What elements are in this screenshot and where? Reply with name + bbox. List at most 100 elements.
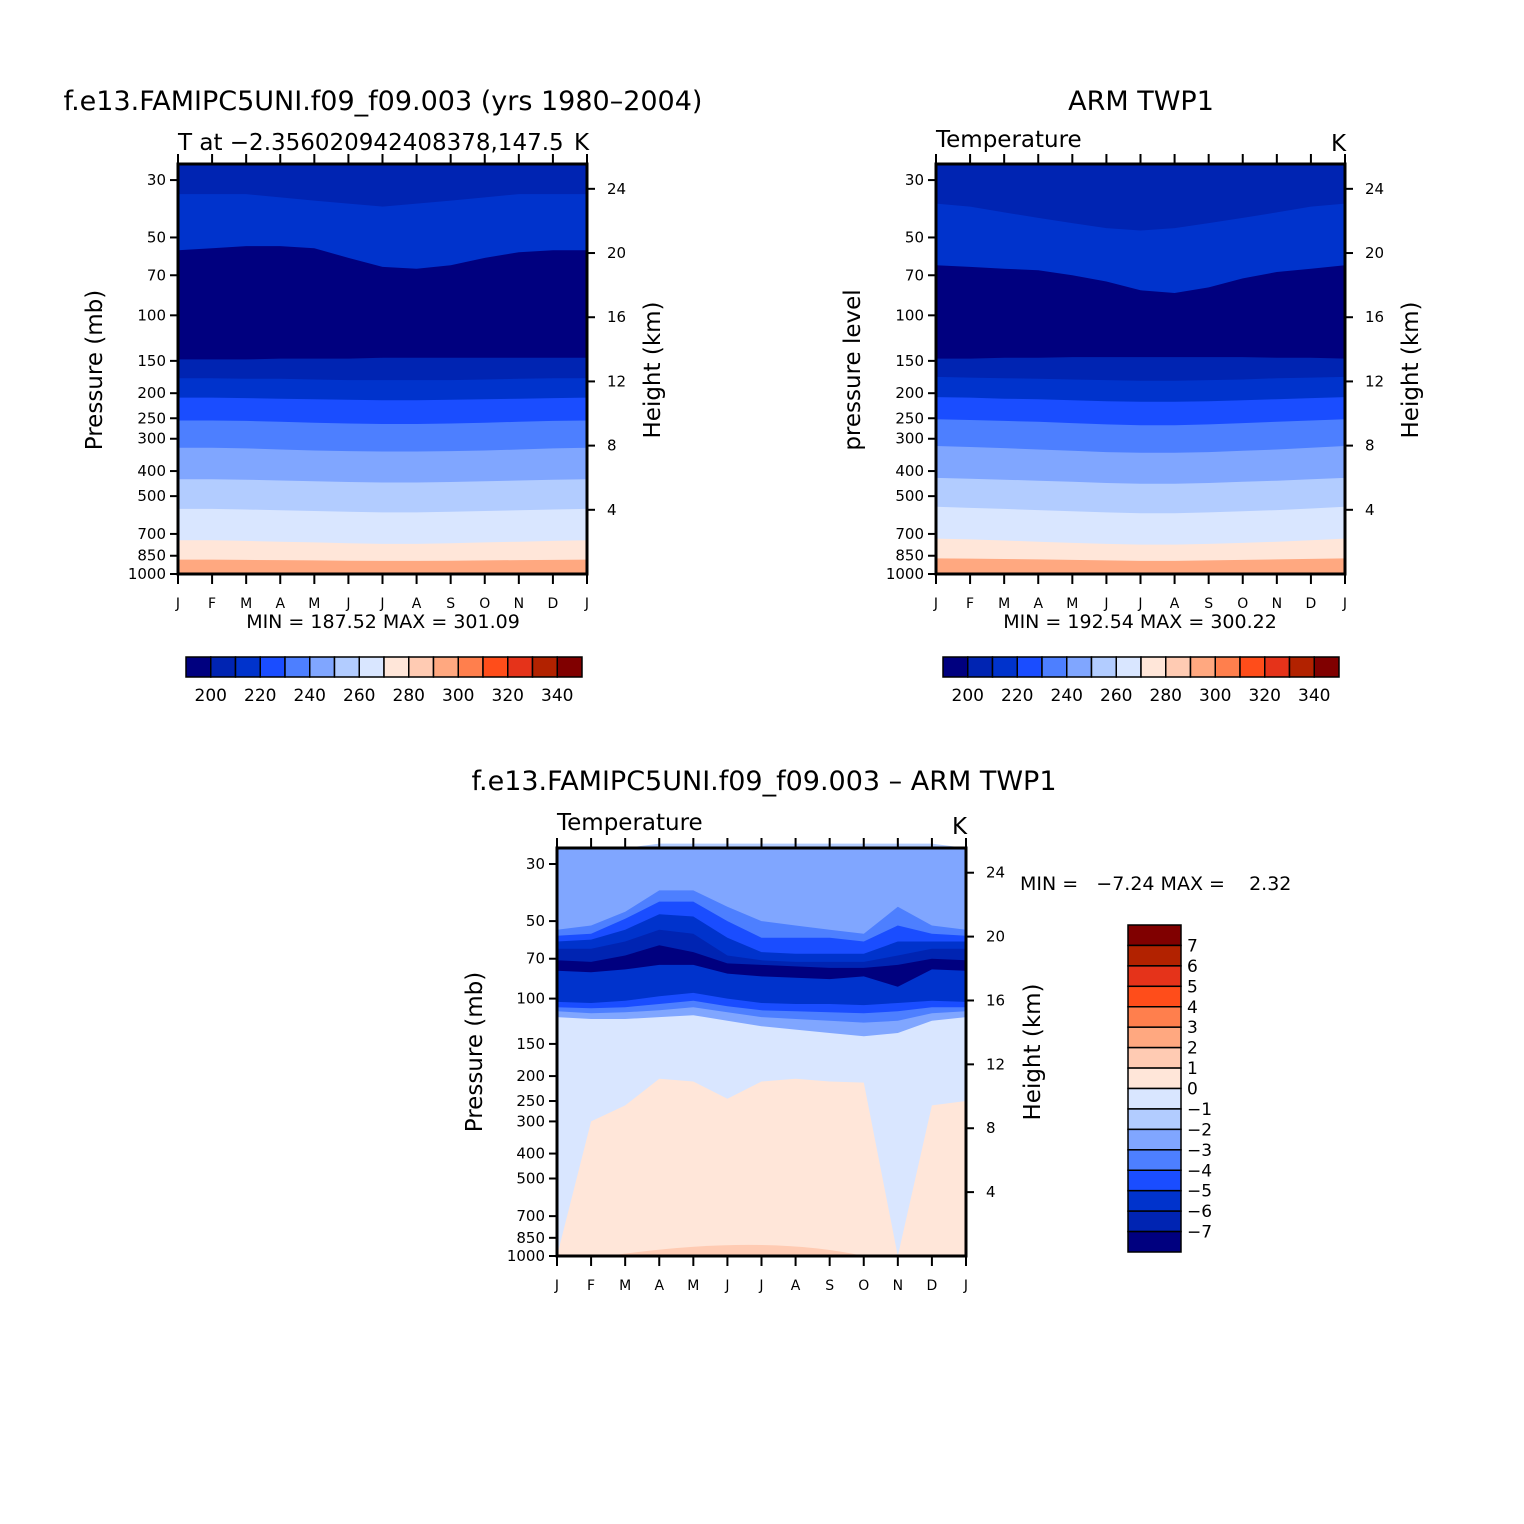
x-tick-label: N <box>893 1278 903 1294</box>
colorbar-swatch <box>1127 1046 1182 1069</box>
x-tick-label: J <box>584 596 589 612</box>
colorbar-swatch <box>1165 656 1192 678</box>
y-tick-label: 250 <box>516 1092 545 1110</box>
x-tick-label: M <box>687 1278 699 1294</box>
panel-obs-temperature: ARM TWP1 Temperature K pressure level He… <box>840 86 1424 706</box>
x-tick-label: A <box>1033 596 1043 612</box>
x-tick-label: S <box>1204 596 1213 612</box>
x-tick-label: J <box>345 596 350 612</box>
colorbar-swatch <box>1016 656 1043 678</box>
colorbar-label: −1 <box>1187 1100 1212 1120</box>
colorbar-swatch <box>1041 656 1068 678</box>
y-tick-label: 500 <box>516 1170 545 1188</box>
y-tick-label: 70 <box>526 950 545 968</box>
colorbar-swatch <box>1127 1149 1182 1171</box>
colorbar-label: 300 <box>1199 686 1231 706</box>
y2-tick-label: 8 <box>986 1119 996 1137</box>
y2-tick-label: 4 <box>607 501 617 519</box>
y-tick-label: 1000 <box>128 565 166 583</box>
x-tick-label: J <box>963 1278 968 1294</box>
x-tick-label: J <box>554 1278 559 1294</box>
colorbar-swatch <box>1127 1067 1182 1090</box>
x-tick-label: O <box>858 1278 869 1294</box>
colorbar-swatch <box>1288 656 1315 678</box>
colorbar-swatch <box>556 656 583 678</box>
colorbar-swatch <box>507 656 534 678</box>
colorbar-label: 320 <box>492 686 524 706</box>
panel-model-temperature: f.e13.FAMIPC5UNI.f09_f09.003 (yrs 1980–2… <box>64 86 703 706</box>
colorbar-swatch <box>482 656 509 678</box>
colorbar-swatch <box>1214 656 1241 678</box>
x-tick-label: D <box>548 596 559 612</box>
colorbar-swatch <box>1127 1169 1182 1192</box>
x-tick-label: D <box>1306 596 1317 612</box>
y-tick-label: 700 <box>516 1207 545 1225</box>
y2-tick-label: 12 <box>1365 372 1384 390</box>
colorbar-label: 4 <box>1187 998 1198 1018</box>
colorbar-swatch <box>1189 656 1216 678</box>
y2-axis-label: Height (km) <box>640 301 666 438</box>
x-tick-label: J <box>1103 596 1108 612</box>
colorbar-label: 5 <box>1187 977 1198 997</box>
colorbar-label: 2 <box>1187 1039 1198 1059</box>
x-tick-label: F <box>208 596 216 612</box>
colorbar-label: −3 <box>1187 1141 1212 1161</box>
colorbar-swatch <box>991 656 1018 678</box>
y2-tick-label: 4 <box>986 1183 996 1201</box>
x-tick-label: M <box>240 596 252 612</box>
colorbar-label: 260 <box>1100 686 1132 706</box>
x-tick-label: J <box>175 596 180 612</box>
y-tick-label: 250 <box>895 409 924 427</box>
colorbar-swatch <box>1127 1230 1182 1253</box>
colorbar-label: 200 <box>195 686 227 706</box>
y2-tick-label: 24 <box>607 180 626 198</box>
colorbar-label: 300 <box>442 686 474 706</box>
x-tick-label: N <box>514 596 524 612</box>
colorbar-swatch <box>1127 944 1182 967</box>
colorbar-swatch <box>210 656 237 678</box>
x-tick-label: M <box>308 596 320 612</box>
y-tick-label: 700 <box>137 525 166 543</box>
y-tick-label: 850 <box>516 1229 545 1247</box>
colorbar-swatch <box>1115 656 1142 678</box>
colorbar-swatch <box>309 656 336 678</box>
colorbar-swatch <box>333 656 360 678</box>
y2-axis-label: Height (km) <box>1398 301 1424 438</box>
y-tick-label: 100 <box>137 306 166 324</box>
colorbar-swatch <box>358 656 385 678</box>
colorbar-swatch <box>1239 656 1266 678</box>
colorbar-label: 320 <box>1249 686 1281 706</box>
y-tick-label: 300 <box>137 430 166 448</box>
x-tick-label: J <box>1137 596 1142 612</box>
y-tick-label: 150 <box>137 352 166 370</box>
contour-band <box>557 848 966 934</box>
colorbar-label: 260 <box>343 686 375 706</box>
y2-tick-label: 4 <box>1365 501 1375 519</box>
y-tick-label: 300 <box>895 430 924 448</box>
colorbar-label: 340 <box>1298 686 1330 706</box>
x-tick-label: J <box>724 1278 729 1294</box>
colorbar-swatch <box>1127 1128 1182 1151</box>
y-tick-label: 400 <box>137 462 166 480</box>
colorbar-swatch <box>1090 656 1117 678</box>
x-tick-label: O <box>479 596 490 612</box>
y-tick-label: 30 <box>526 855 545 873</box>
colorbar-swatch <box>1127 1210 1182 1233</box>
colorbar-swatch <box>531 656 558 678</box>
y-tick-label: 100 <box>895 306 924 324</box>
x-tick-label: D <box>927 1278 938 1294</box>
y-tick-label: 200 <box>137 384 166 402</box>
x-tick-label: A <box>791 1278 801 1294</box>
colorbar-swatch <box>234 656 261 678</box>
y2-tick-label: 20 <box>607 244 626 262</box>
colorbar-label: 240 <box>294 686 326 706</box>
y2-tick-label: 20 <box>986 928 1005 946</box>
y-axis-label: Pressure (mb) <box>462 972 488 1132</box>
panel-subtitle: Temperature <box>935 127 1082 153</box>
colorbar-swatch <box>457 656 484 678</box>
y-tick-label: 200 <box>895 384 924 402</box>
colorbar-label: 1 <box>1187 1059 1198 1079</box>
